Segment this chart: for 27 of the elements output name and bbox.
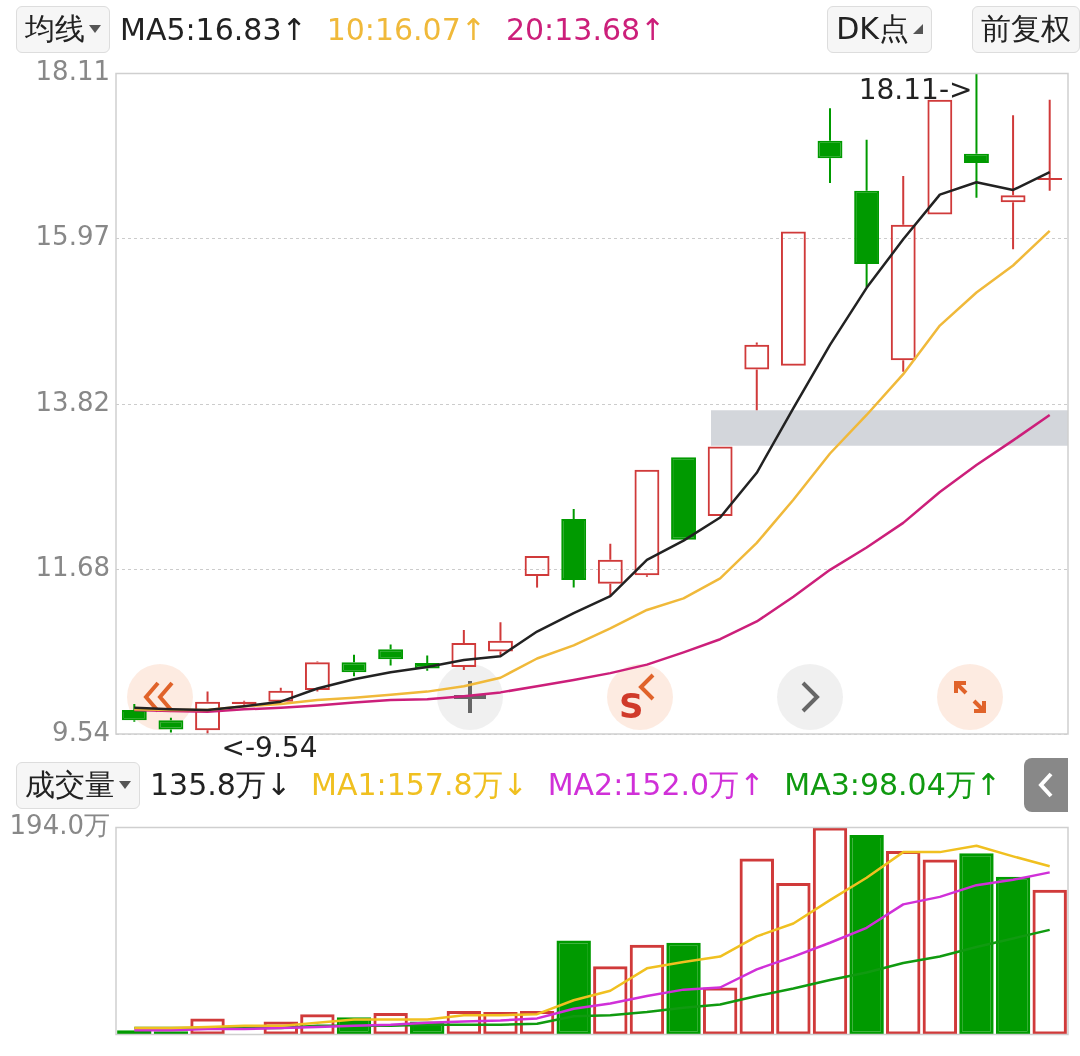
text: MA1:157.8万↓ [311, 765, 528, 804]
text: 10:16.07↑ [326, 11, 486, 47]
candlestick [1037, 98, 1063, 192]
y-tick-label: 11.68 [35, 551, 110, 582]
candlestick [817, 107, 843, 185]
candlestick [378, 643, 404, 667]
y-tick-label: 9.54 [52, 716, 110, 747]
text: 前复权 [981, 9, 1071, 48]
annotation: <-9.54 [221, 731, 318, 765]
annotation: 18.11-> [858, 72, 973, 106]
text: 均线 [25, 9, 85, 48]
candlestick [341, 653, 367, 678]
text: MA2:152.0万↑ [547, 765, 765, 804]
text: MA3:98.04万↑ [784, 765, 1001, 804]
candlestick [561, 507, 587, 589]
text: DK点 [836, 9, 909, 48]
text: 135.8万↓ [150, 765, 292, 804]
y-tick-label: 13.82 [35, 386, 110, 417]
y-tick-label: 15.97 [35, 221, 110, 252]
annotation: S [619, 686, 644, 726]
y-tick-label: 18.11 [35, 56, 110, 87]
y-tick-label: 194.0万 [9, 810, 110, 841]
candlestick [158, 716, 184, 734]
candlestick [854, 138, 880, 289]
text: MA5:16.83↑ [120, 11, 307, 47]
text: 20:13.68↑ [505, 11, 666, 47]
text: 成交量 [25, 765, 115, 804]
